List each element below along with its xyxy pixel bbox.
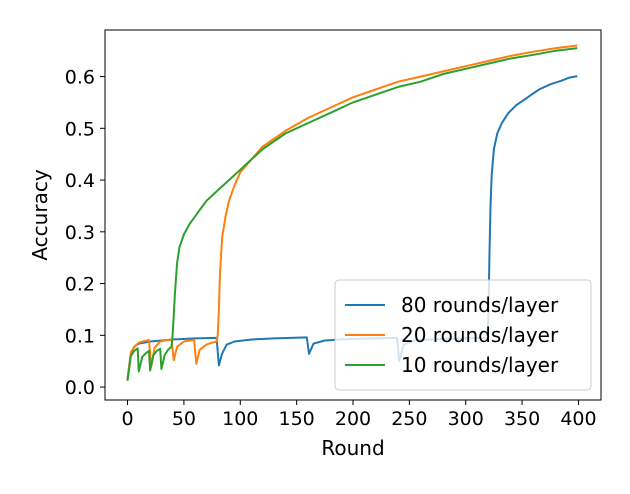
x-tick-label: 50 (172, 408, 196, 430)
y-tick-label: 0.2 (65, 274, 95, 296)
y-tick-label: 0.4 (65, 170, 95, 192)
y-tick-label: 0.3 (65, 222, 95, 244)
y-axis-label: Accuracy (28, 169, 52, 260)
x-tick-label: 350 (504, 408, 540, 430)
legend-label: 20 rounds/layer (401, 323, 559, 347)
y-tick-label: 0.6 (65, 67, 95, 89)
y-tick-label: 0.0 (65, 377, 95, 399)
x-tick-label: 300 (448, 408, 484, 430)
x-tick-label: 100 (222, 408, 258, 430)
series-line-3 (126, 47, 578, 382)
y-tick-label: 0.1 (65, 325, 95, 347)
legend-label: 80 rounds/layer (401, 293, 559, 317)
x-tick-label: 250 (391, 408, 427, 430)
series-line-2 (126, 44, 578, 380)
legend-label: 10 rounds/layer (401, 353, 559, 377)
ticks-layer: 0 50 100 150 200 250 300 350 400 0.0 0.1 0.2 0.3 0.4 0… (65, 67, 597, 430)
x-axis-label: Round (321, 436, 384, 460)
legend: 80 rounds/layer 20 rounds/layer 10 rounds/… (334, 279, 592, 391)
x-tick-label: 200 (335, 408, 371, 430)
legend-box (334, 279, 592, 391)
x-tick-label: 400 (560, 408, 596, 430)
y-tick-label: 0.5 (65, 118, 95, 140)
x-tick-label: 0 (121, 408, 133, 430)
x-tick-label: 150 (279, 408, 315, 430)
